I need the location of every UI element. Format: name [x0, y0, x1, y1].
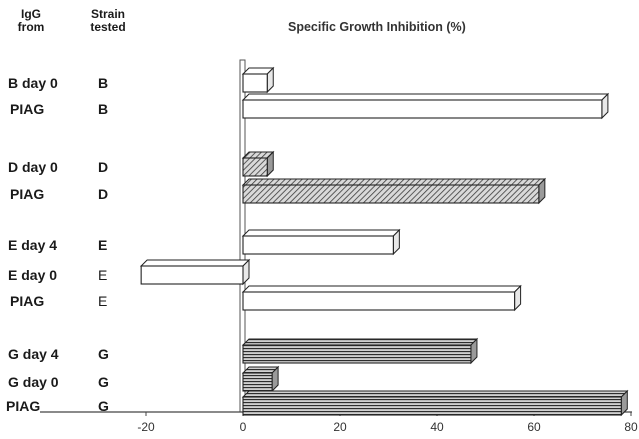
bar-layer — [139, 66, 629, 417]
bar-front-face — [140, 265, 244, 285]
strain-label: D — [98, 186, 109, 202]
igg-label: E day 0 — [8, 267, 58, 283]
bar-front-face — [242, 396, 622, 416]
bar-front-face — [242, 291, 516, 311]
x-tick-label: 60 — [527, 420, 541, 434]
strain-label: G — [98, 346, 109, 362]
bar-front-face — [242, 184, 540, 204]
igg-label: G day 4 — [8, 346, 59, 362]
bar — [241, 389, 629, 417]
strain-label: G — [98, 374, 109, 390]
x-tick-label: -20 — [137, 420, 155, 434]
igg-from-header: IgG from — [17, 7, 45, 34]
strain-label: E — [98, 267, 108, 283]
strain-label: D — [98, 159, 109, 175]
bar-top-face — [139, 259, 251, 267]
x-tick-label: 80 — [624, 420, 638, 434]
bar-top-face — [241, 285, 522, 293]
igg-label: PIAG — [6, 398, 41, 414]
bar-front-face — [242, 157, 268, 177]
bar — [241, 92, 610, 120]
strain-label: G — [98, 398, 109, 414]
bar — [241, 66, 275, 94]
bar-top-face — [241, 93, 610, 101]
bar — [241, 177, 547, 205]
igg-label: PIAG — [10, 186, 45, 202]
x-tick-label: 0 — [240, 420, 247, 434]
bar-front-face — [242, 235, 394, 255]
bar-front-face — [242, 99, 603, 119]
x-tick-label: 40 — [430, 420, 444, 434]
igg-label: G day 0 — [8, 374, 59, 390]
bar-front-face — [242, 344, 472, 364]
bar — [241, 150, 275, 178]
bar — [241, 337, 479, 365]
bar-front-face — [242, 73, 268, 93]
bar-top-face — [241, 178, 547, 186]
igg-label: PIAG — [10, 293, 45, 309]
igg-label: PIAG — [10, 101, 45, 117]
igg-label: D day 0 — [8, 159, 58, 175]
strain-tested-header: Strain tested — [90, 7, 126, 34]
bar — [241, 365, 280, 393]
bar — [241, 228, 401, 256]
bar — [241, 284, 522, 312]
bar-front-face — [242, 372, 273, 392]
igg-label: E day 4 — [8, 237, 58, 253]
bar-top-face — [241, 338, 479, 346]
igg-label: B day 0 — [8, 75, 58, 91]
strain-label: B — [98, 75, 109, 91]
bar-top-face — [241, 229, 401, 237]
x-tick-label: 20 — [333, 420, 347, 434]
strain-label: E — [98, 293, 108, 309]
bar — [139, 258, 251, 286]
bar-top-face — [241, 390, 629, 398]
chart-title: Specific Growth Inhibition (%) — [288, 20, 466, 34]
strain-label: B — [98, 101, 109, 117]
strain-label: E — [98, 237, 108, 253]
